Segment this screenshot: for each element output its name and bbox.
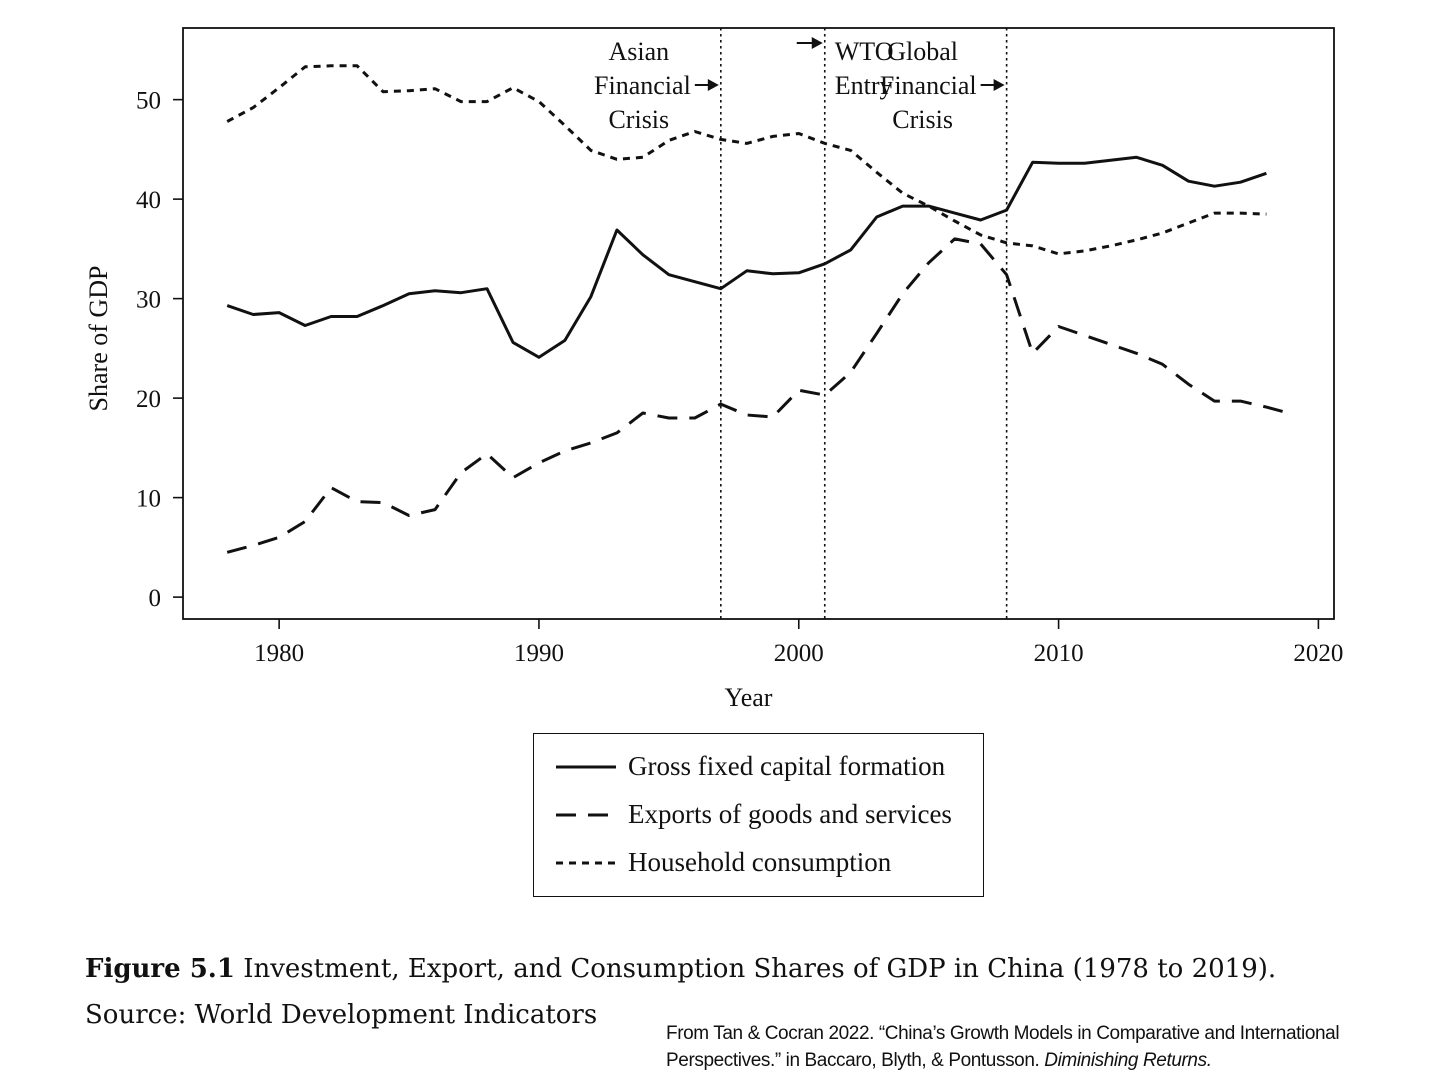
caption-text: Investment, Export, and Consumption Shar… (85, 954, 1277, 1030)
event-label-line: WTO (835, 37, 894, 66)
series-line-dashed (226, 237, 1293, 554)
credit-text: From Tan & Cocran 2022. “China’s Growth … (666, 1023, 1340, 1071)
legend-swatch-dotted (556, 861, 616, 865)
chart-legend: Gross fixed capital formation Exports of… (533, 733, 984, 897)
y-tick-label: 10 (136, 486, 161, 513)
y-tick-label: 20 (136, 386, 161, 413)
y-tick-label: 40 (136, 187, 161, 214)
event-label-line: Crisis (608, 105, 669, 134)
x-tick-label: 1990 (514, 640, 564, 667)
legend-item-exports: Exports of goods and services (534, 796, 983, 836)
legend-label: Gross fixed capital formation (628, 751, 946, 781)
event-label-line: Crisis (892, 105, 953, 134)
line-chart: 1980 1990 2000 2010 2020 0 10 20 30 40 50 Year Share… (84, 27, 1343, 712)
x-tick-label: 1980 (254, 640, 304, 667)
figure-label: Figure 5.1 (85, 954, 235, 984)
chart-canvas: 1980 1990 2000 2010 2020 0 10 20 30 40 50 Year Share… (84, 27, 1343, 712)
source-credit: From Tan & Cocran 2022. “China’s Growth … (666, 1020, 1456, 1074)
event-label-line: Entry (835, 71, 893, 100)
legend-label: Exports of goods and services (628, 799, 952, 829)
event-label-line: Financial (880, 71, 977, 100)
y-tick-label: 30 (136, 287, 161, 314)
legend-item-consumption: Household consumption (534, 844, 983, 884)
event-label-line: Global (887, 37, 958, 66)
series-line-solid (226, 155, 1267, 359)
legend-label: Household consumption (628, 847, 892, 877)
figure-caption: Figure 5.1 Investment, Export, and Consu… (85, 946, 1385, 1038)
x-tick-label: 2010 (1034, 640, 1084, 667)
legend-swatch-solid (556, 765, 616, 769)
legend-swatch-dashed (556, 813, 616, 817)
event-arrow-head (707, 79, 719, 91)
legend-item-investment: Gross fixed capital formation (534, 748, 983, 788)
series-line-dotted (226, 64, 1267, 256)
y-axis-title: Share of GDP (84, 266, 113, 412)
x-tick-label: 2020 (1293, 640, 1343, 667)
book-title: Diminishing Returns. (1044, 1050, 1212, 1071)
x-axis-title: Year (725, 683, 773, 712)
x-tick-label: 2000 (774, 640, 824, 667)
event-arrow-head (811, 37, 823, 49)
y-tick-label: 50 (136, 88, 161, 115)
event-arrow-head (993, 79, 1005, 91)
y-tick-label: 0 (149, 585, 162, 612)
plot-frame (182, 27, 1335, 620)
event-label-line: Financial (594, 71, 691, 100)
event-label-line: Asian (608, 37, 669, 66)
